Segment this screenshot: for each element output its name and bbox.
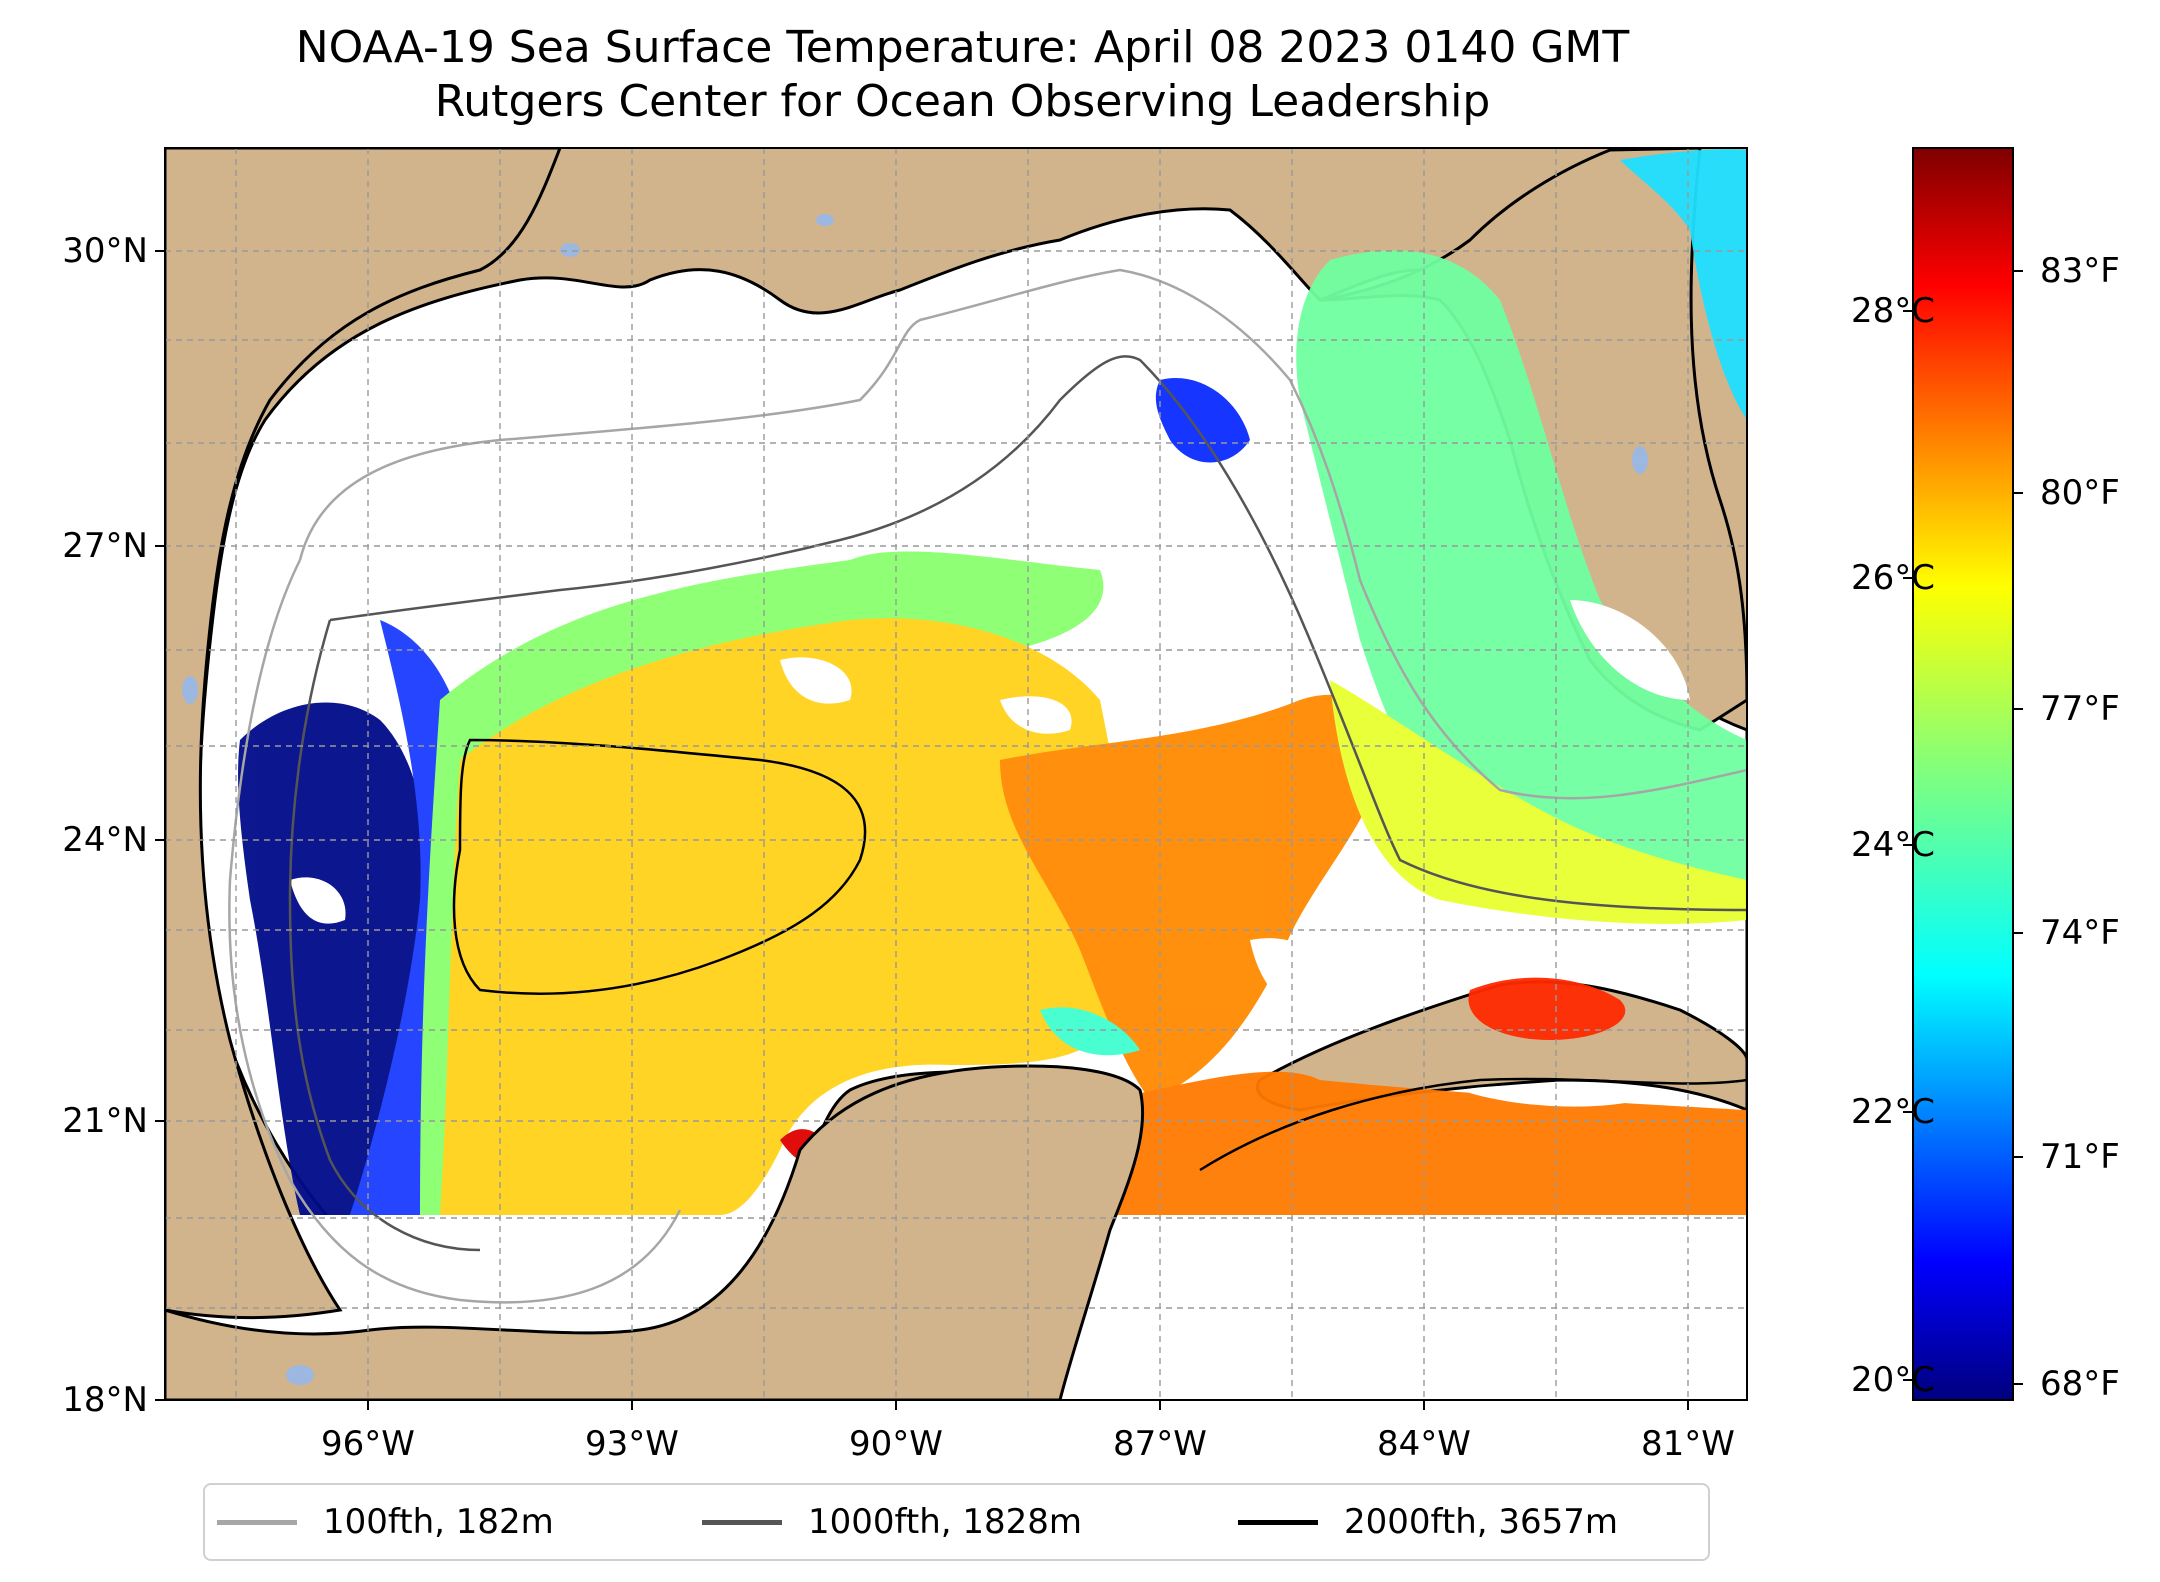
sst-cyan-yucatan — [1040, 1007, 1140, 1056]
contour-1000fth — [329, 355, 1747, 912]
lat-tick-label: 21°N — [62, 1101, 148, 1141]
lon-tick-label: 93°W — [585, 1424, 679, 1464]
sst-yellow-east — [1330, 680, 1747, 924]
lon-tick-label: 96°W — [321, 1424, 415, 1464]
sst-blue-north — [1155, 378, 1250, 463]
legend-label: 2000fth, 3657m — [1344, 1502, 1619, 1542]
tick-marks — [155, 250, 1689, 1410]
contour-legend: 100fth, 182m 1000fth, 1828m 2000fth, 365… — [203, 1483, 1710, 1561]
sst-red-cuba — [1468, 977, 1626, 1040]
sst-field — [238, 149, 1747, 1215]
colorbar-celsius-label: 28°C — [1850, 291, 1935, 331]
map-subtitle: Rutgers Center for Ocean Observing Leade… — [434, 76, 1491, 127]
colorbar-fahrenheit-label: 77°F — [2040, 689, 2120, 729]
legend-swatch — [217, 1519, 297, 1525]
legend-item-2000fth: 2000fth, 3657m — [1238, 1485, 1618, 1559]
contour-2000fth — [452, 738, 867, 995]
lon-tick-label: 84°W — [1377, 1424, 1471, 1464]
lat-tick-label: 27°N — [62, 526, 148, 566]
legend-item-100fth: 100fth, 182m — [217, 1485, 554, 1559]
contour-2000fth-south — [1199, 1077, 1747, 1172]
colorbar — [1912, 147, 2014, 1401]
colorbar-celsius-label: 24°C — [1850, 825, 1935, 865]
colorbar-celsius-label: 26°C — [1850, 558, 1935, 598]
colorbar-celsius-label: 22°C — [1850, 1092, 1935, 1132]
legend-swatch — [702, 1519, 782, 1525]
sst-cyan-east — [1620, 149, 1747, 421]
contour-100fth-west — [228, 559, 682, 1304]
sst-yellow-central — [440, 618, 1133, 1215]
colorbar-fahrenheit-label: 74°F — [2040, 913, 2120, 953]
lat-tick-label: 24°N — [62, 820, 148, 860]
map-title: NOAA-19 Sea Surface Temperature: April 0… — [295, 22, 1630, 73]
sst-orange-loop — [1000, 694, 1386, 1100]
contour-1000fth-west — [288, 619, 481, 1252]
colorbar-fahrenheit-label: 80°F — [2040, 473, 2120, 513]
colorbar-fahrenheit-label: 83°F — [2040, 251, 2120, 291]
sst-cold-west — [238, 702, 428, 1215]
lakes — [182, 214, 1648, 1385]
colorbar-fahrenheit-label: 68°F — [2040, 1364, 2120, 1404]
lat-tick-label: 18°N — [62, 1380, 148, 1420]
colorbar-fahrenheit-label: 71°F — [2040, 1137, 2120, 1177]
lon-tick-label: 87°W — [1113, 1424, 1207, 1464]
lat-tick-label: 30°N — [62, 231, 148, 271]
legend-label: 100fth, 182m — [323, 1502, 554, 1542]
lon-tick-label: 81°W — [1641, 1424, 1735, 1464]
legend-swatch — [1238, 1519, 1318, 1525]
legend-item-1000fth: 1000fth, 1828m — [702, 1485, 1082, 1559]
colorbar-celsius-label: 20°C — [1850, 1360, 1935, 1400]
colorbar-ticks — [1903, 270, 2023, 1385]
legend-label: 1000fth, 1828m — [808, 1502, 1083, 1542]
yucatan-land — [165, 1064, 1145, 1400]
mexico-west-land — [165, 148, 562, 1319]
map-frame — [164, 147, 1748, 1401]
lon-tick-label: 90°W — [849, 1424, 943, 1464]
